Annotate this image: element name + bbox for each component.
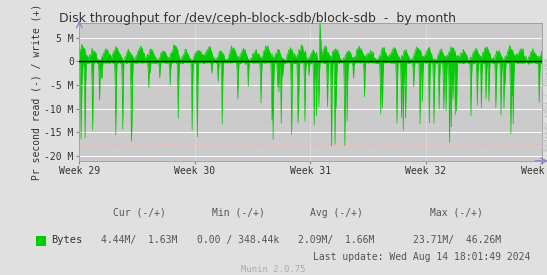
Text: Disk throughput for /dev/ceph-block-sdb/block-sdb  -  by month: Disk throughput for /dev/ceph-block-sdb/… xyxy=(59,12,456,25)
Text: Last update: Wed Aug 14 18:01:49 2024: Last update: Wed Aug 14 18:01:49 2024 xyxy=(313,252,531,262)
Text: Min (-/+): Min (-/+) xyxy=(212,208,264,218)
Text: Cur (-/+): Cur (-/+) xyxy=(113,208,166,218)
Text: 23.71M/  46.26M: 23.71M/ 46.26M xyxy=(412,235,501,245)
Text: RRDTOOL / TOBI OETIKER: RRDTOOL / TOBI OETIKER xyxy=(540,58,546,151)
Text: Munin 2.0.75: Munin 2.0.75 xyxy=(241,265,306,274)
Text: Bytes: Bytes xyxy=(51,235,82,245)
Text: 2.09M/  1.66M: 2.09M/ 1.66M xyxy=(298,235,375,245)
Text: 4.44M/  1.63M: 4.44M/ 1.63M xyxy=(101,235,178,245)
Text: 0.00 / 348.44k: 0.00 / 348.44k xyxy=(197,235,279,245)
Y-axis label: Pr second read (-) / write (+): Pr second read (-) / write (+) xyxy=(32,4,42,180)
Text: Avg (-/+): Avg (-/+) xyxy=(310,208,363,218)
Text: Max (-/+): Max (-/+) xyxy=(430,208,483,218)
